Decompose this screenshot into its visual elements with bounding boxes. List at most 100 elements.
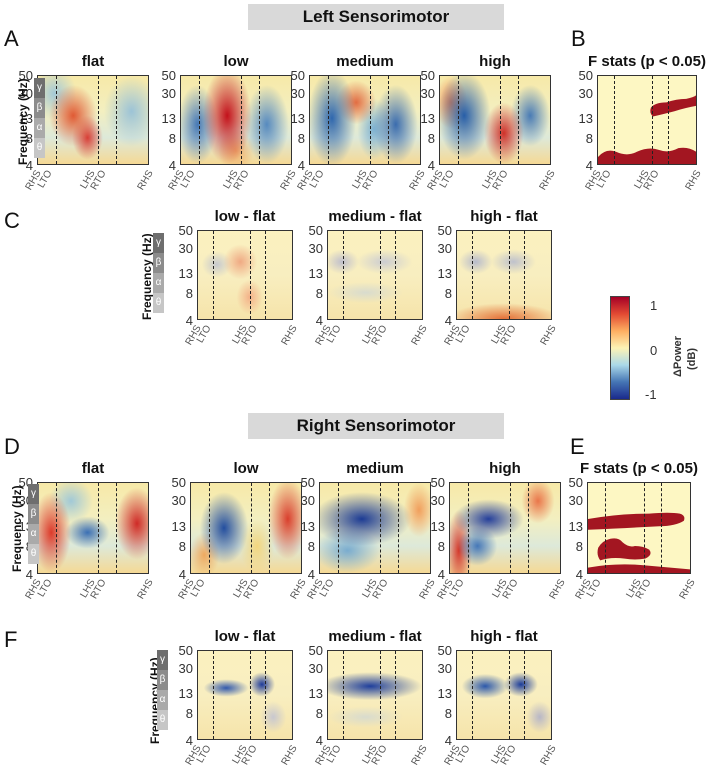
ytick-D2-3: 8 <box>307 539 315 555</box>
heatmap-title-D2: medium <box>346 460 404 477</box>
event-line-A0-0 <box>55 76 57 164</box>
colorbar-tick-min: -1 <box>645 387 657 402</box>
ytick-D2-4: 4 <box>307 567 315 582</box>
event-line-F1-0 <box>343 651 345 739</box>
left-sensorimotor-banner: Left Sensorimotor <box>248 4 504 30</box>
heatmap-A0 <box>37 75 149 165</box>
heatmap-title-C0: low - flat <box>214 208 276 225</box>
heatmap-D0 <box>37 482 149 574</box>
f-stats-e-region-top <box>588 512 685 530</box>
heatmap-title-A0: flat <box>81 53 105 70</box>
band-F-2: α <box>157 690 168 710</box>
f-stats-e-svg <box>588 512 690 573</box>
ytick-C2-0: 50 <box>437 223 452 238</box>
ytick-F0-0: 50 <box>178 643 193 658</box>
heatmap-C2 <box>456 230 552 320</box>
ytick-D3-0: 50 <box>430 475 445 490</box>
event-line-A2-1 <box>370 76 372 164</box>
ytick-C0-1: 30 <box>178 241 193 256</box>
heatmap-B <box>597 75 697 165</box>
f-stats-b-region-top <box>650 95 696 117</box>
ytick-E-3: 8 <box>575 539 583 555</box>
ytick-D1-4: 4 <box>178 567 186 582</box>
panel-letter-d: D <box>4 434 20 459</box>
heatmap-title-F0: low - flat <box>214 628 276 645</box>
ytick-F2-1: 30 <box>437 661 452 676</box>
heatmap-title-B: F stats (p < 0.05) <box>588 53 706 70</box>
ytick-A2-4: 4 <box>297 158 305 173</box>
ytick-F2-2: 13 <box>437 686 452 702</box>
ytick-C1-1: 30 <box>308 241 323 256</box>
band-D-2: α <box>28 524 39 544</box>
ytick-D0-4: 4 <box>25 567 33 582</box>
colorbar <box>610 296 630 400</box>
event-line-A3-0 <box>457 76 459 164</box>
ytick-E-0: 50 <box>568 475 583 490</box>
heatmap-title-D3: high <box>489 460 521 477</box>
event-line-F1-2 <box>395 651 397 739</box>
panel-letter-e: E <box>570 434 585 459</box>
ytick-F1-0: 50 <box>308 643 323 658</box>
band-D-1: β <box>28 504 39 524</box>
ytick-A1-0: 50 <box>161 68 176 83</box>
event-line-F0-2 <box>265 651 267 739</box>
event-line-D1-1 <box>251 483 253 573</box>
ytick-D3-1: 30 <box>430 493 445 509</box>
colorbar-tick-max: 1 <box>650 298 658 313</box>
ytick-E-4: 4 <box>575 567 583 582</box>
ytick-F0-1: 30 <box>178 661 193 676</box>
ytick-C1-3: 8 <box>315 286 323 301</box>
event-line-A1-1 <box>241 76 243 164</box>
f-stats-e-region-mid <box>597 538 651 561</box>
ytick-B-1: 30 <box>578 86 593 101</box>
ytick-A0-3: 8 <box>25 131 33 146</box>
event-line-C1-2 <box>395 231 397 319</box>
heatmap-title-A3: high <box>479 53 511 70</box>
band-A-0: γ <box>34 78 45 98</box>
ytick-C0-4: 4 <box>185 313 193 328</box>
ytick-F0-4: 4 <box>185 733 193 748</box>
ytick-A3-3: 8 <box>427 131 435 146</box>
frequency-axis-label-C: Frequency (Hz) <box>140 233 154 320</box>
ytick-F1-4: 4 <box>315 733 323 748</box>
xtick-F1-4: RHS <box>409 743 430 768</box>
ytick-C0-2: 13 <box>178 266 193 282</box>
heatmap-title-E: F stats (p < 0.05) <box>580 460 698 477</box>
frequency-axis-label-A: Frequency (Hz) <box>16 78 30 165</box>
band-A-3: θ <box>34 138 45 158</box>
right-sensorimotor-banner: Right Sensorimotor <box>248 413 504 439</box>
band-A-1: β <box>34 98 45 118</box>
heatmap-F2 <box>456 650 552 740</box>
band-C-3: θ <box>153 293 164 313</box>
heatmap-title-A1: low <box>223 53 249 70</box>
ytick-B-2: 13 <box>578 111 593 127</box>
event-line-C1-1 <box>379 231 381 319</box>
ytick-A3-4: 4 <box>427 158 435 173</box>
ytick-A1-3: 8 <box>168 131 176 146</box>
ytick-C1-4: 4 <box>315 313 323 328</box>
heatmap-title-D0: flat <box>81 460 105 477</box>
event-line-C0-2 <box>265 231 267 319</box>
ytick-A3-1: 30 <box>420 86 435 101</box>
band-F-0: γ <box>157 650 168 670</box>
ytick-C1-2: 13 <box>308 266 323 282</box>
ytick-C0-3: 8 <box>185 286 193 301</box>
band-C-0: γ <box>153 233 164 253</box>
ytick-E-2: 13 <box>568 519 583 535</box>
event-line-D2-2 <box>398 483 400 573</box>
f-stats-b-svg <box>598 95 696 164</box>
heatmap-title-A2: medium <box>336 53 394 70</box>
heatmap-title-D1: low <box>233 460 259 477</box>
ytick-D3-2: 13 <box>430 519 445 535</box>
ytick-A2-2: 13 <box>290 111 305 127</box>
event-line-E-2 <box>660 483 662 573</box>
event-line-A1-2 <box>259 76 261 164</box>
ytick-A1-1: 30 <box>161 86 176 101</box>
band-D-0: γ <box>28 484 39 504</box>
ytick-A1-2: 13 <box>161 111 176 127</box>
heatmap-A3 <box>439 75 551 165</box>
event-line-F0-0 <box>213 651 215 739</box>
ytick-D1-3: 8 <box>178 539 186 555</box>
ytick-C1-0: 50 <box>308 223 323 238</box>
heatmap-D2 <box>319 482 431 574</box>
